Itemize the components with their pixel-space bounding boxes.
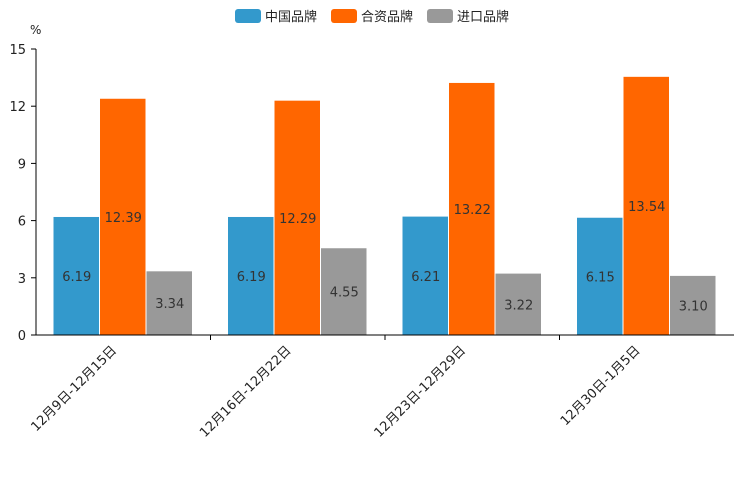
bar-value-label: 3.10: [679, 299, 708, 314]
legend-item-import-brand[interactable]: 进口品牌: [427, 6, 509, 25]
x-category-label: 12月30日-1月5日: [558, 343, 644, 429]
bar-value-label: 6.19: [62, 270, 91, 285]
bar-2-2[interactable]: [274, 100, 321, 335]
bar-value-label: 6.15: [586, 270, 615, 285]
x-category-label: 12月16日-12月22日: [197, 343, 294, 440]
bar-1-3[interactable]: [402, 216, 449, 335]
bar-3-3[interactable]: [495, 273, 542, 335]
bar-3-2[interactable]: [321, 248, 367, 335]
bar-value-label: 3.34: [155, 297, 184, 312]
y-tick-label: 0: [18, 329, 26, 344]
bar-value-label: 13.54: [628, 200, 665, 215]
legend-label-china-brand: 中国品牌: [264, 10, 317, 25]
legend-swatch-import-brand: [427, 8, 453, 23]
bar-value-label: 3.22: [504, 298, 533, 313]
legend-swatch-china-brand: [234, 8, 261, 23]
y-tick-label: 9: [18, 157, 26, 172]
legend-item-jv-brand[interactable]: 合资品牌: [330, 6, 413, 25]
bar-2-3[interactable]: [449, 82, 495, 336]
bar-1-1[interactable]: [53, 216, 100, 335]
legend-label-import-brand: 进口品牌: [457, 10, 510, 25]
x-category-label: 12月9日-12月15日: [28, 343, 120, 435]
y-axis-unit: %: [30, 23, 41, 37]
legend-swatch-jv-brand: [330, 8, 357, 23]
bar-value-label: 4.55: [330, 286, 359, 301]
y-tick-label: 15: [9, 43, 26, 58]
legend: 中国品牌 合资品牌 进口品牌: [0, 6, 744, 25]
bars: 6.19 12.39 3.34 6.19 12.29 4.55 6.21 13.22 3.22 6…: [53, 76, 716, 336]
bar-value-label: 12.29: [279, 212, 316, 227]
bar-1-2[interactable]: [228, 216, 274, 335]
bar-2-4[interactable]: [623, 76, 670, 335]
bar-value-label: 13.22: [454, 203, 491, 218]
y-axis: 0 3 6 9 12 15: [9, 43, 37, 344]
x-category-label: 12月23日-12月29日: [372, 343, 469, 440]
y-tick-label: 6: [18, 215, 26, 230]
legend-item-china-brand[interactable]: 中国品牌: [234, 6, 317, 25]
y-tick-label: 12: [9, 100, 26, 115]
bar-2-1[interactable]: [100, 98, 146, 335]
bar-1-4[interactable]: [577, 217, 623, 335]
bar-value-label: 12.39: [105, 211, 142, 226]
bar-value-label: 6.21: [411, 270, 440, 285]
y-tick-label: 3: [18, 272, 26, 287]
legend-label-jv-brand: 合资品牌: [360, 10, 413, 25]
bar-3-1[interactable]: [146, 271, 193, 335]
x-axis: 12月9日-12月15日 12月16日-12月22日 12月23日-12月29日 12…: [28, 334, 734, 441]
bar-value-label: 6.19: [237, 270, 266, 285]
bar-3-4[interactable]: [670, 275, 716, 335]
